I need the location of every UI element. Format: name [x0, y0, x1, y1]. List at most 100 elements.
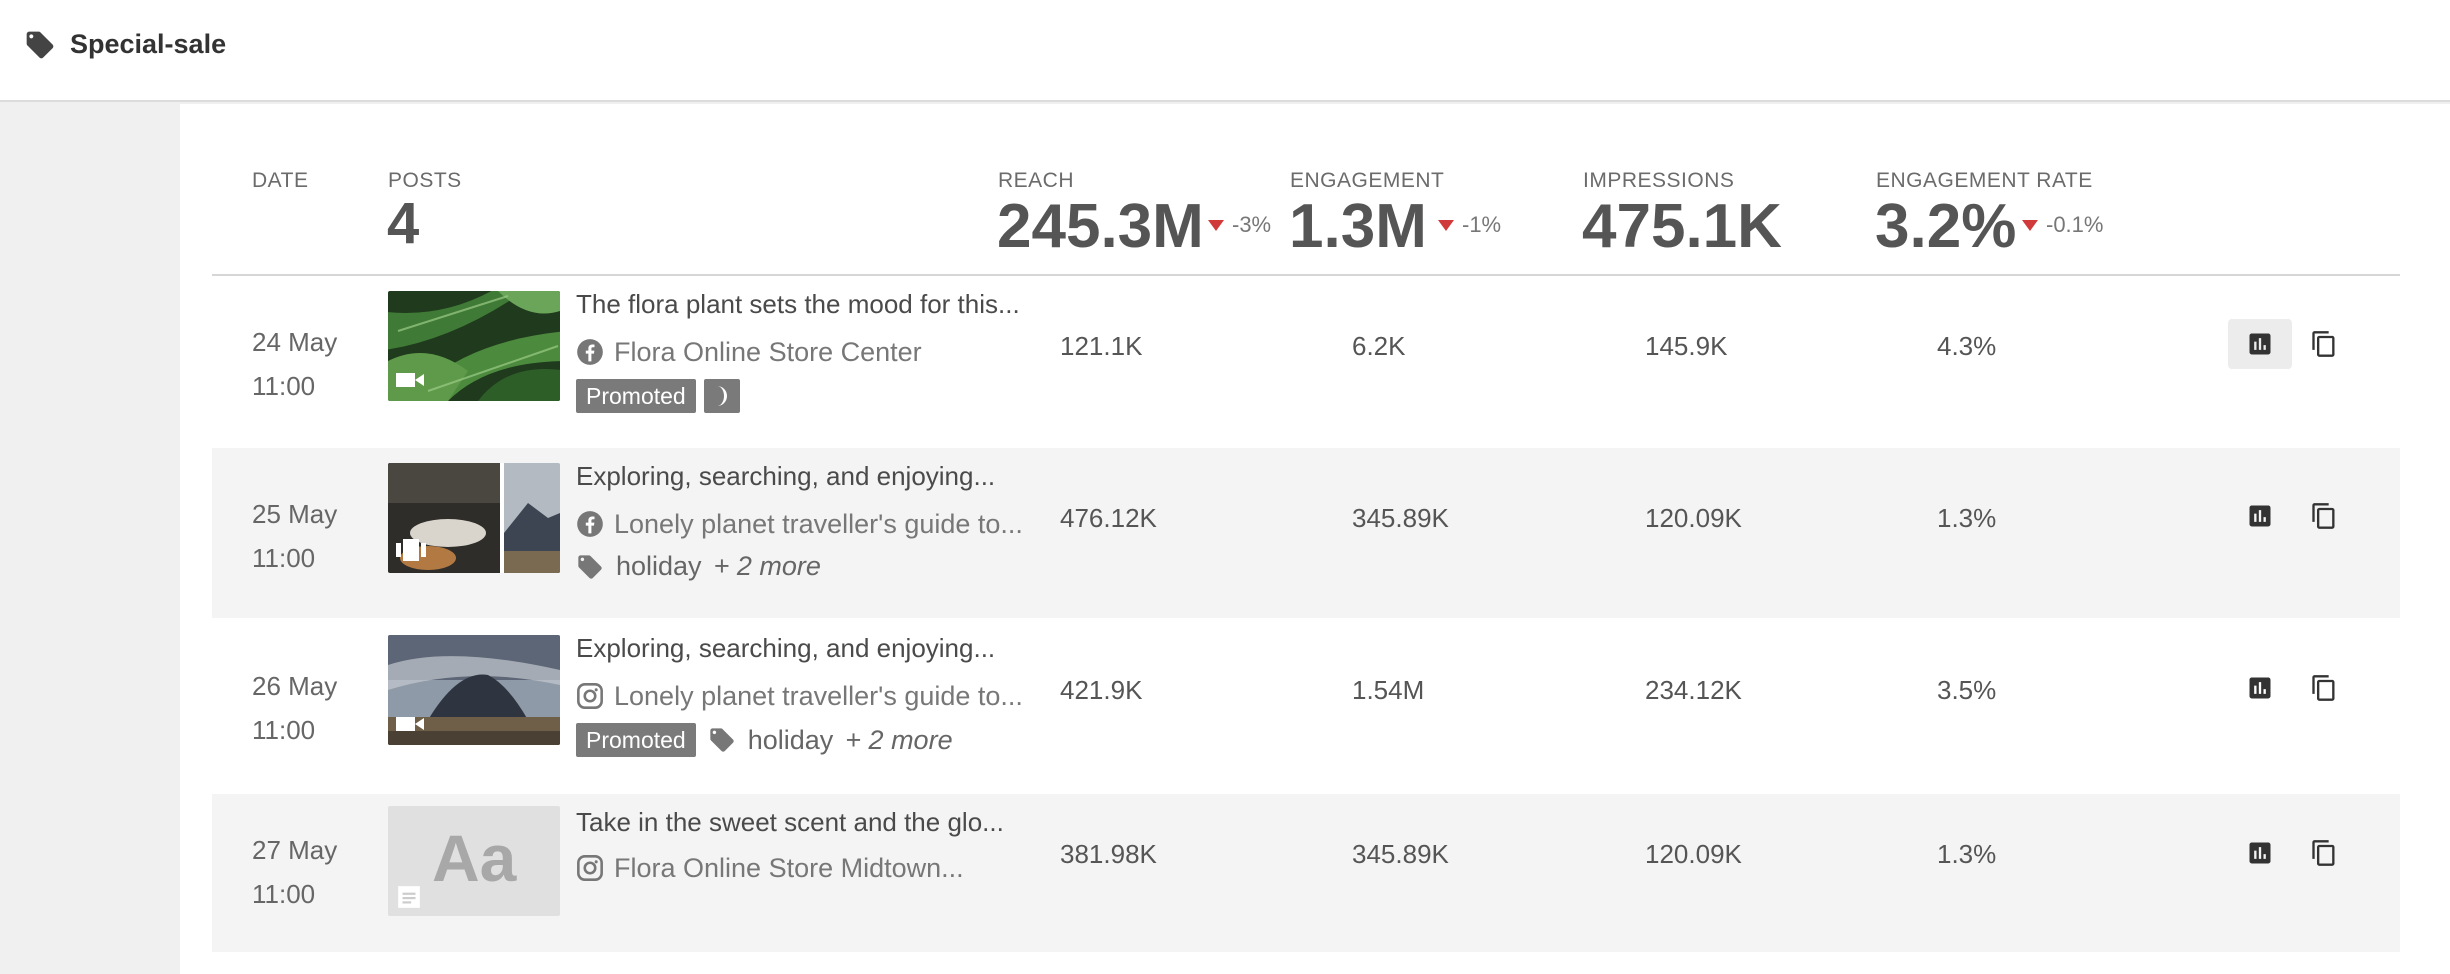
engagement-rate-value: 3.5%: [1937, 675, 1997, 705]
post-badges: holiday + 2 more: [576, 551, 821, 582]
facebook-icon: [577, 511, 603, 537]
reach-column-header[interactable]: REACH: [998, 169, 1075, 192]
insights-button[interactable]: [2228, 828, 2292, 878]
bar-chart-icon: [2249, 842, 2271, 864]
reach-value: 421.9K: [1060, 675, 1143, 705]
post-time: 11:00: [252, 371, 316, 401]
duplicate-button[interactable]: [2292, 663, 2356, 713]
post-title[interactable]: Exploring, searching, and enjoying...: [576, 633, 996, 663]
post-thumbnail[interactable]: Aa: [388, 806, 560, 916]
promoted-badge: Promoted: [576, 723, 696, 757]
post-title[interactable]: Take in the sweet scent and the glo...: [576, 807, 1004, 837]
video-icon: [396, 373, 424, 387]
reach-value: 476.12K: [1060, 503, 1157, 533]
duplicate-button[interactable]: [2292, 491, 2356, 541]
post-time: 11:00: [252, 543, 316, 573]
label-more: + 2 more: [845, 724, 953, 755]
post-account[interactable]: Lonely planet traveller's guide to...: [576, 678, 1023, 714]
leaf-image: [388, 291, 560, 401]
impressions-value: 120.09K: [1645, 839, 1742, 869]
post-badges: Promoted holiday + 2 more: [576, 723, 953, 757]
insights-button[interactable]: [2228, 663, 2292, 713]
insights-button[interactable]: [2228, 319, 2292, 369]
post-thumbnail[interactable]: [388, 291, 560, 401]
video-icon: [396, 717, 424, 731]
text-post-preview: Aa: [432, 821, 517, 895]
label-name: holiday: [616, 551, 702, 581]
copy-icon: [2312, 675, 2335, 701]
tag-icon: [26, 31, 54, 59]
engagement-column-header[interactable]: ENGAGEMENT: [1290, 169, 1445, 192]
post-time: 11:00: [252, 879, 316, 909]
duplicate-button[interactable]: [2292, 828, 2356, 878]
text-post-icon: [398, 886, 420, 908]
post-time: 11:00: [252, 715, 316, 745]
engagement-value: 345.89K: [1352, 503, 1449, 533]
post-labels[interactable]: holiday + 2 more: [576, 551, 821, 582]
label-name: holiday: [747, 724, 834, 755]
top-bar: Special-sale: [0, 0, 2450, 102]
post-title[interactable]: The flora plant sets the mood for this..…: [576, 289, 1020, 319]
reach-delta-value: -3%: [1232, 212, 1272, 237]
table-row[interactable]: 26 May 11:00 Exploring, searching, and e…: [212, 620, 2400, 790]
table-row[interactable]: 24 May 11:00 The flora plant sets the mo…: [212, 276, 2400, 446]
impressions-value: 145.9K: [1645, 331, 1728, 361]
impressions-value: 234.12K: [1645, 675, 1742, 705]
post-badges: Promoted: [576, 379, 740, 413]
cat-and-mountain-image: [388, 463, 560, 573]
reach-total: 245.3M: [997, 192, 1204, 261]
duplicate-button[interactable]: [2292, 319, 2356, 369]
bar-chart-icon: [2249, 505, 2271, 527]
engagement-rate-delta-value: -0.1%: [2046, 212, 2104, 237]
label-more: + 2 more: [713, 551, 821, 581]
engagement-rate-column-header[interactable]: ENGAGEMENT RATE: [1876, 169, 2093, 192]
engagement-delta: -1%: [1438, 210, 1501, 240]
instagram-icon: [577, 855, 603, 881]
page-title: Special-sale: [70, 29, 227, 59]
reach-value: 381.98K: [1060, 839, 1157, 869]
account-name: Flora Online Store Midtown...: [614, 853, 964, 883]
engagement-value: 345.89K: [1352, 839, 1449, 869]
tag-icon: [710, 728, 734, 752]
post-title[interactable]: Exploring, searching, and enjoying...: [576, 461, 996, 491]
down-triangle-icon: [2022, 219, 2038, 231]
account-name: Lonely planet traveller's guide to...: [614, 681, 1023, 711]
engagement-delta-value: -1%: [1462, 212, 1502, 237]
post-date: 26 May: [252, 671, 338, 701]
engagement-total: 1.3M: [1289, 192, 1427, 261]
engagement-value: 1.54M: [1352, 675, 1425, 705]
engagement-rate-total: 3.2%: [1875, 192, 2017, 261]
post-thumbnail[interactable]: [388, 463, 560, 573]
post-account[interactable]: Lonely planet traveller's guide to...: [576, 506, 1023, 542]
engagement-rate-value: 4.3%: [1937, 331, 1997, 361]
post-account[interactable]: Flora Online Store Midtown...: [576, 850, 964, 886]
impressions-value: 120.09K: [1645, 503, 1742, 533]
date-column-header[interactable]: DATE: [252, 169, 309, 192]
copy-icon: [2312, 331, 2335, 357]
header-divider: [212, 274, 2400, 276]
post-labels[interactable]: holiday + 2 more: [708, 725, 953, 756]
posts-count: 4: [387, 191, 420, 256]
table-row[interactable]: 27 May 11:00 Aa Take in the sweet scent …: [212, 794, 2400, 952]
reach-value: 121.1K: [1060, 331, 1143, 361]
account-name: Flora Online Store Center: [614, 337, 922, 367]
table-row[interactable]: 25 May 11:00 Exploring, searching, and e…: [212, 448, 2400, 618]
carousel-icon: [396, 539, 426, 561]
engagement-rate-delta: -0.1%: [2022, 210, 2103, 240]
facebook-icon: [577, 339, 603, 365]
copy-icon: [2312, 503, 2335, 529]
post-date: 27 May: [252, 835, 338, 865]
engagement-rate-value: 1.3%: [1937, 503, 1997, 533]
reach-delta: -3%: [1208, 210, 1271, 240]
post-date: 24 May: [252, 327, 338, 357]
insights-button[interactable]: [2228, 491, 2292, 541]
copy-icon: [2312, 840, 2335, 866]
impressions-total: 475.1K: [1582, 192, 1782, 261]
post-thumbnail[interactable]: [388, 635, 560, 745]
engagement-rate-value: 1.3%: [1937, 839, 1997, 869]
post-account[interactable]: Flora Online Store Center: [576, 334, 922, 370]
posts-panel: DATE POSTS 4 REACH 245.3M -3% ENGAGEMENT…: [180, 104, 2450, 974]
down-triangle-icon: [1208, 219, 1224, 231]
impressions-column-header[interactable]: IMPRESSIONS: [1583, 169, 1735, 192]
posts-column-header[interactable]: POSTS: [388, 169, 462, 192]
